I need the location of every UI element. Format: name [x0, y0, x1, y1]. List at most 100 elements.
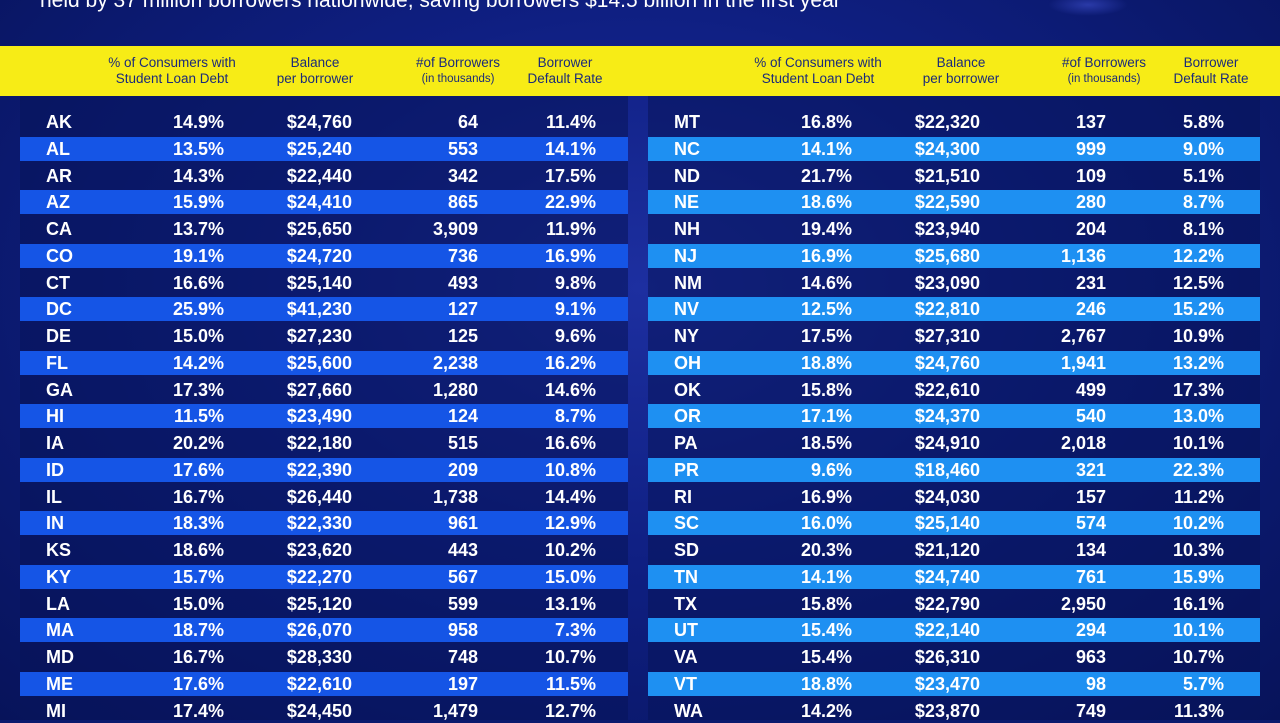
- borrowers-cell: 2,018: [1060, 433, 1106, 453]
- pct-cell: 9.6%: [810, 459, 852, 480]
- default-rate-cell: 12.7%: [544, 700, 596, 721]
- state-cell: ID: [46, 459, 64, 480]
- pct-cell: 15.8%: [800, 379, 852, 400]
- default-rate-cell: 10.7%: [544, 647, 596, 667]
- balance-cell: $24,450: [286, 700, 352, 721]
- state-cell: NH: [674, 219, 700, 239]
- pct-cell: 15.4%: [800, 620, 852, 641]
- pct-cell: 14.9%: [172, 112, 224, 132]
- state-cell: HI: [46, 406, 64, 427]
- header-balance-left: Balance per borrower: [250, 46, 380, 96]
- pct-cell: 17.6%: [172, 459, 224, 480]
- balance-cell: $25,680: [914, 245, 980, 266]
- borrowers-cell: 209: [447, 459, 478, 480]
- state-cell: AK: [46, 112, 72, 132]
- default-rate-cell: 11.2%: [1173, 486, 1224, 507]
- state-cell: NJ: [674, 245, 698, 266]
- table-row: DC 25.9% $41,230 127 9.1%: [20, 297, 628, 322]
- state-cell: ME: [46, 673, 73, 694]
- default-rate-cell: 15.0%: [544, 566, 596, 587]
- borrowers-cell: 3,909: [432, 219, 478, 239]
- table-row: NY 17.5% $27,310 2,767 10.9%: [648, 324, 1260, 348]
- borrowers-cell: 1,941: [1060, 352, 1106, 373]
- pct-cell: 16.7%: [172, 647, 224, 667]
- borrowers-cell: 748: [447, 647, 478, 667]
- table-row: NH 19.4% $23,940 204 8.1%: [648, 217, 1260, 241]
- borrowers-cell: 1,280: [432, 379, 478, 400]
- default-rate-cell: 11.4%: [545, 112, 596, 132]
- default-rate-cell: 15.2%: [1172, 299, 1224, 320]
- balance-cell: $21,510: [914, 165, 980, 186]
- state-cell: DC: [46, 299, 72, 320]
- header-balance-line1: Balance: [936, 55, 986, 70]
- balance-cell: $22,320: [914, 112, 980, 132]
- default-rate-cell: 9.0%: [1182, 138, 1224, 159]
- default-rate-cell: 10.1%: [1172, 433, 1224, 453]
- table-row: NE 18.6% $22,590 280 8.7%: [648, 190, 1260, 215]
- table-row: NJ 16.9% $25,680 1,136 12.2%: [648, 243, 1260, 268]
- state-cell: CT: [46, 272, 70, 293]
- table-row: TN 14.1% $24,740 761 15.9%: [648, 564, 1260, 589]
- pct-cell: 19.1%: [172, 245, 224, 266]
- header-borrowers-line1: #of Borrowers: [1061, 55, 1147, 70]
- state-cell: IA: [46, 433, 64, 453]
- state-cell: SC: [674, 513, 700, 534]
- balance-cell: $25,600: [286, 352, 352, 373]
- state-cell: TX: [674, 593, 698, 614]
- header-borrowers-line2: (in thousands): [421, 73, 495, 85]
- borrowers-cell: 157: [1075, 486, 1106, 507]
- header-pct-line1: % of Consumers with: [754, 55, 882, 70]
- default-rate-cell: 5.1%: [1182, 165, 1224, 186]
- table-row: VT 18.8% $23,470 98 5.7%: [648, 671, 1260, 696]
- default-rate-cell: 17.5%: [544, 165, 596, 186]
- balance-cell: $24,410: [286, 192, 352, 213]
- default-rate-cell: 14.1%: [544, 138, 596, 159]
- state-cell: RI: [674, 486, 692, 507]
- table-row: MA 18.7% $26,070 958 7.3%: [20, 618, 628, 643]
- borrowers-cell: 197: [447, 673, 478, 694]
- state-cell: OR: [674, 406, 701, 427]
- balance-cell: $26,310: [914, 647, 980, 667]
- borrowers-cell: 999: [1075, 138, 1106, 159]
- header-borrowers-left: #of Borrowers (in thousands): [398, 46, 518, 96]
- table-row: AR 14.3% $22,440 342 17.5%: [20, 164, 628, 188]
- balance-cell: $22,810: [914, 299, 980, 320]
- borrowers-cell: 963: [1075, 647, 1106, 667]
- balance-cell: $27,660: [286, 379, 352, 400]
- balance-cell: $22,270: [286, 566, 352, 587]
- default-rate-cell: 8.7%: [554, 406, 596, 427]
- state-cell: MT: [674, 112, 700, 132]
- borrowers-cell: 553: [447, 138, 478, 159]
- table-row: CO 19.1% $24,720 736 16.9%: [20, 243, 628, 268]
- header-default-right: Borrower Default Rate: [1156, 46, 1266, 96]
- balance-cell: $24,740: [914, 566, 980, 587]
- borrowers-cell: 134: [1075, 540, 1106, 560]
- balance-cell: $24,030: [914, 486, 980, 507]
- state-cell: NV: [674, 299, 700, 320]
- pct-cell: 14.2%: [172, 352, 224, 373]
- header-pct-left: % of Consumers with Student Loan Debt: [92, 46, 252, 96]
- pct-cell: 15.8%: [800, 593, 852, 614]
- default-rate-cell: 10.9%: [1172, 326, 1224, 346]
- balance-cell: $23,490: [286, 406, 352, 427]
- header-borrowers-line2: (in thousands): [1067, 73, 1141, 85]
- default-rate-cell: 9.1%: [554, 299, 596, 320]
- balance-cell: $22,610: [286, 673, 352, 694]
- default-rate-cell: 9.6%: [554, 326, 596, 346]
- default-rate-cell: 8.1%: [1182, 219, 1224, 239]
- borrowers-cell: 567: [447, 566, 478, 587]
- pct-cell: 14.3%: [172, 165, 224, 186]
- balance-cell: $23,620: [286, 540, 352, 560]
- default-rate-cell: 5.8%: [1182, 112, 1224, 132]
- borrowers-cell: 961: [447, 513, 478, 534]
- balance-cell: $22,610: [914, 379, 980, 400]
- borrowers-cell: 493: [447, 272, 478, 293]
- balance-cell: $25,240: [286, 138, 352, 159]
- balance-cell: $18,460: [914, 459, 980, 480]
- pct-cell: 19.4%: [800, 219, 852, 239]
- balance-cell: $22,330: [286, 513, 352, 534]
- table-row: CA 13.7% $25,650 3,909 11.9%: [20, 217, 628, 241]
- pct-cell: 14.2%: [800, 700, 852, 721]
- default-rate-cell: 16.2%: [544, 352, 596, 373]
- pct-cell: 21.7%: [800, 165, 852, 186]
